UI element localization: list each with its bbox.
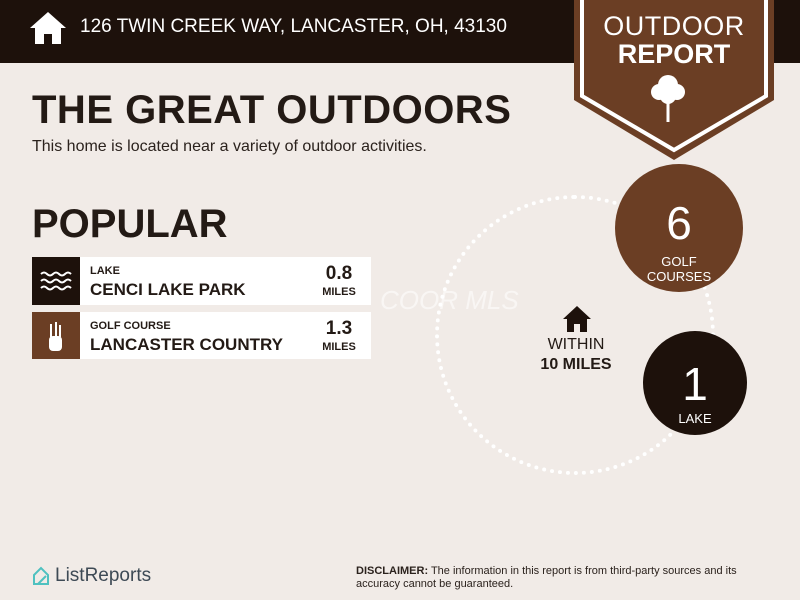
badge-title-line2: REPORT	[617, 39, 731, 69]
golf-label-2: COURSES	[646, 269, 712, 284]
golf-count: 6	[666, 197, 692, 249]
item-distance: 0.8	[325, 263, 353, 284]
home-icon	[30, 12, 66, 44]
item-name: LANCASTER COUNTRY CLUB	[90, 335, 283, 359]
page-subtitle: This home is located near a variety of o…	[32, 138, 427, 155]
golf-count-circle: 6 GOLF COURSES	[615, 164, 743, 292]
lake-label: LAKE	[678, 411, 712, 426]
item-category: LAKE	[90, 265, 120, 277]
disclaimer: DISCLAIMER: The information in this repo…	[356, 565, 776, 591]
item-distance-unit: MILES	[322, 286, 356, 298]
list-item: LAKE CENCI LAKE PARK 0.8 MILES	[32, 257, 371, 305]
badge-title-line1: OUTDOOR	[603, 11, 745, 41]
item-distance: 1.3	[325, 318, 353, 339]
home-icon	[563, 306, 591, 332]
item-distance-unit: MILES	[322, 341, 356, 353]
listreports-logo-icon	[33, 566, 49, 585]
list-item: GOLF COURSE LANCASTER COUNTRY CLUB 1.3 M…	[32, 312, 371, 359]
popular-heading: POPULAR	[32, 202, 228, 246]
radius-value: 10 MILES	[540, 356, 612, 373]
lake-count-circle: 1 LAKE	[643, 331, 747, 435]
item-name: CENCI LAKE PARK	[90, 280, 246, 299]
address: 126 TWIN CREEK WAY, LANCASTER, OH, 43130	[80, 16, 507, 37]
disclaimer-label: DISCLAIMER:	[356, 565, 429, 577]
waves-icon	[32, 257, 80, 305]
golf-bag-icon	[32, 312, 80, 359]
item-category: GOLF COURSE	[90, 320, 171, 332]
lake-count: 1	[682, 358, 708, 410]
tree-icon	[651, 75, 685, 122]
radius-label: WITHIN	[547, 336, 605, 353]
golf-label-1: GOLF	[661, 254, 697, 269]
page-title: THE GREAT OUTDOORS	[32, 88, 512, 132]
listreports-logo: ListReports	[55, 565, 152, 586]
disclaimer-text: The information in this report is from t…	[356, 565, 737, 590]
